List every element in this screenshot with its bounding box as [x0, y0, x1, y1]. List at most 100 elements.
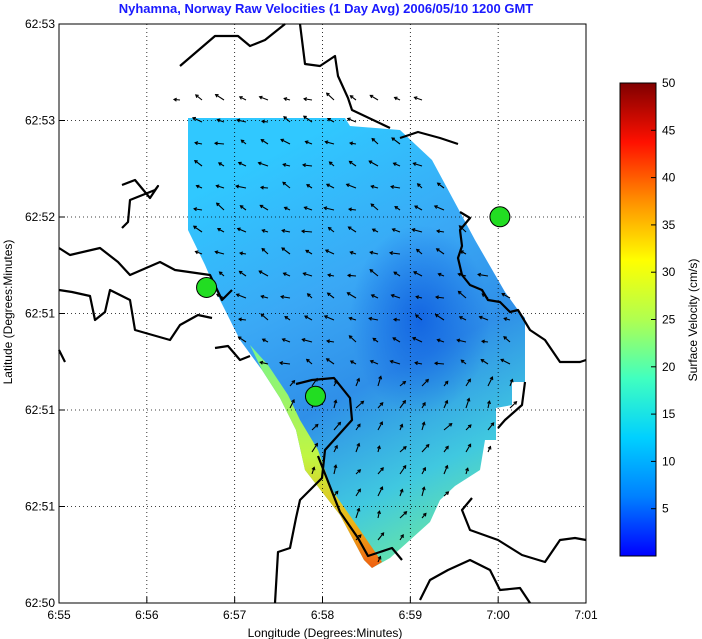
- velocity-vector: [193, 225, 203, 233]
- velocity-vector: [304, 98, 313, 101]
- velocity-vector-head: [415, 295, 420, 300]
- y-tick-label: 62:51: [25, 500, 55, 514]
- velocity-vector-head: [261, 247, 266, 252]
- velocity-vector-head: [465, 467, 469, 472]
- velocity-vector-head: [349, 141, 354, 146]
- velocity-vector-head: [490, 422, 495, 426]
- velocity-vector-head: [192, 225, 197, 230]
- velocity-vector: [412, 337, 423, 343]
- high-velocity-edge: [250, 345, 382, 568]
- velocity-vector: [347, 292, 357, 299]
- velocity-vector-head: [349, 95, 354, 99]
- velocity-vector-head: [216, 118, 221, 123]
- velocity-vector-head: [445, 491, 450, 496]
- velocity-vector-head: [411, 336, 416, 341]
- velocity-vector: [421, 379, 429, 387]
- velocity-vector-head: [356, 377, 361, 382]
- velocity-vector-head: [291, 379, 296, 384]
- colorbar-tick-label: 35: [662, 218, 676, 232]
- velocity-vector-head: [236, 118, 241, 123]
- velocity-vector-head: [302, 115, 307, 120]
- y-tick-label: 62:50: [25, 596, 55, 610]
- colorbar-tick-label: 45: [662, 123, 676, 137]
- velocity-vector-head: [281, 228, 286, 233]
- velocity-vector-head: [467, 424, 472, 429]
- x-tick-label: 6:56: [135, 608, 159, 622]
- y-axis: 62:50 62:51 62:51 62:51 62:52 62:53 62:53: [25, 17, 65, 610]
- velocity-vector-head: [370, 203, 375, 208]
- velocity-vector: [289, 380, 295, 387]
- velocity-vector-head: [283, 206, 288, 211]
- velocity-vector-head: [487, 400, 491, 405]
- velocity-vector: [465, 378, 471, 387]
- velocity-vector-head: [436, 338, 441, 343]
- velocity-vector-head: [371, 228, 376, 233]
- velocity-vector: [306, 358, 313, 365]
- velocity-vector: [347, 274, 357, 277]
- velocity-vector-head: [500, 358, 505, 363]
- radar-station-marker: [489, 206, 511, 228]
- velocity-vector-head: [489, 376, 494, 381]
- velocity-vector-head: [369, 269, 374, 273]
- velocity-vector-head: [444, 380, 449, 385]
- chart-title: Nyhamna, Norway Raw Velocities (1 Day Av…: [119, 1, 534, 16]
- velocity-vector: [217, 228, 225, 233]
- velocity-vector-head: [303, 206, 308, 211]
- velocity-vector-head: [435, 248, 440, 252]
- velocity-vector: [399, 511, 407, 519]
- velocity-vector: [327, 118, 335, 123]
- velocity-vector: [216, 185, 225, 189]
- velocity-vector: [324, 207, 335, 211]
- velocity-vector-head: [378, 375, 383, 380]
- velocity-vector-head: [391, 228, 396, 232]
- velocity-vector: [326, 92, 335, 101]
- velocity-vector-head: [193, 159, 198, 164]
- velocity-vector: [355, 378, 360, 387]
- velocity-vector-head: [345, 183, 350, 188]
- velocity-vector: [390, 360, 401, 365]
- velocity-vector-head: [448, 422, 453, 427]
- velocity-vector: [370, 203, 379, 211]
- y-tick-label: 62:53: [25, 17, 55, 31]
- velocity-vector: [392, 337, 401, 343]
- velocity-vector-head: [434, 313, 439, 318]
- velocity-vector-head: [392, 337, 397, 341]
- velocity-vector-head: [444, 399, 449, 404]
- velocity-vector-head: [334, 444, 338, 449]
- velocity-vector: [355, 508, 360, 519]
- velocity-vector-head: [477, 272, 482, 277]
- velocity-vector-head: [376, 445, 381, 450]
- velocity-vector-head: [379, 402, 384, 406]
- velocity-vector-head: [314, 423, 319, 428]
- velocity-vector-head: [456, 338, 461, 343]
- velocity-vector-head: [400, 534, 404, 538]
- velocity-vector: [465, 424, 472, 431]
- velocity-vector-head: [235, 293, 240, 298]
- velocity-vector-head: [369, 250, 374, 255]
- velocity-vector: [311, 467, 315, 475]
- velocity-vector: [283, 272, 291, 277]
- colorbar-tick-label: 20: [662, 360, 676, 374]
- velocity-vector-head: [413, 96, 418, 101]
- velocity-vector-head: [239, 251, 244, 256]
- velocity-vector: [333, 465, 337, 475]
- velocity-vector: [413, 162, 423, 167]
- velocity-vector: [436, 248, 445, 255]
- velocity-vector: [443, 446, 449, 453]
- velocity-vector-head: [281, 247, 286, 251]
- velocity-vector: [216, 293, 225, 299]
- velocity-vector: [377, 467, 384, 475]
- velocity-vector: [282, 229, 291, 233]
- velocity-vector-head: [305, 249, 310, 254]
- velocity-vector-head: [323, 206, 328, 211]
- velocity-vector: [437, 182, 445, 189]
- velocity-vector-head: [280, 138, 285, 143]
- velocity-vector-head: [172, 97, 177, 102]
- velocity-vector: [311, 443, 318, 453]
- velocity-vector: [414, 96, 423, 101]
- velocity-vector: [311, 378, 318, 387]
- velocity-vector: [260, 186, 269, 189]
- velocity-vector-head: [284, 315, 289, 320]
- velocity-vector-head: [194, 250, 199, 255]
- y-tick-label: 62:52: [25, 210, 55, 224]
